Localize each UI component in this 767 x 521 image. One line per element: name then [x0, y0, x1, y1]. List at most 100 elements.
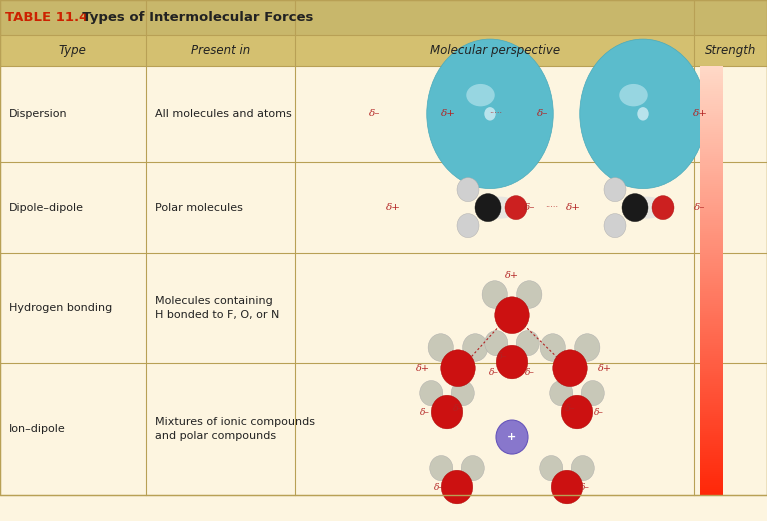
Bar — [700, 233, 723, 235]
Bar — [700, 319, 723, 321]
Text: δ–: δ– — [537, 109, 548, 118]
Bar — [700, 68, 723, 70]
Bar — [700, 113, 723, 115]
Bar — [700, 216, 723, 218]
Bar — [700, 89, 723, 92]
Text: Polar molecules: Polar molecules — [155, 203, 243, 213]
Bar — [700, 347, 723, 350]
Bar — [700, 334, 723, 337]
Bar — [700, 452, 723, 455]
Text: Types of Intermolecular Forces: Types of Intermolecular Forces — [73, 11, 313, 24]
Bar — [700, 98, 723, 100]
Bar — [700, 79, 723, 81]
Bar — [700, 371, 723, 373]
Bar — [700, 431, 723, 433]
Bar — [700, 302, 723, 304]
Ellipse shape — [505, 195, 527, 220]
Bar — [700, 457, 723, 459]
Ellipse shape — [441, 350, 476, 387]
Bar — [700, 209, 723, 212]
Text: δ+: δ+ — [386, 203, 400, 212]
Text: Hydrogen bonding: Hydrogen bonding — [9, 303, 113, 313]
Bar — [700, 102, 723, 104]
Bar — [700, 158, 723, 160]
Bar — [700, 192, 723, 194]
Bar — [700, 229, 723, 231]
Bar — [700, 214, 723, 216]
Bar — [700, 364, 723, 366]
Bar — [700, 295, 723, 298]
Bar — [700, 332, 723, 334]
Bar — [700, 308, 723, 311]
Bar — [700, 407, 723, 410]
Ellipse shape — [604, 178, 626, 202]
Text: All molecules and atoms: All molecules and atoms — [155, 109, 291, 119]
Ellipse shape — [561, 395, 593, 429]
Text: δ+: δ+ — [598, 364, 612, 373]
Bar — [700, 399, 723, 401]
Bar — [700, 96, 723, 98]
Text: ·····: ····· — [545, 203, 558, 212]
Bar — [700, 100, 723, 102]
Ellipse shape — [457, 214, 479, 238]
Bar — [700, 167, 723, 169]
Bar — [700, 115, 723, 117]
Bar — [700, 109, 723, 111]
Ellipse shape — [451, 380, 474, 406]
Bar — [700, 150, 723, 152]
Text: Molecular perspective: Molecular perspective — [430, 44, 560, 57]
Text: δ–: δ– — [369, 109, 380, 118]
Bar — [700, 459, 723, 461]
Bar — [700, 278, 723, 280]
Bar — [700, 478, 723, 480]
Bar — [700, 345, 723, 347]
Bar — [700, 313, 723, 315]
Bar — [700, 169, 723, 171]
Text: δ–: δ– — [489, 367, 499, 377]
Ellipse shape — [426, 39, 553, 189]
Text: Mixtures of ionic compounds
and polar compounds: Mixtures of ionic compounds and polar co… — [155, 417, 315, 441]
Text: δ–: δ– — [525, 367, 535, 377]
Text: δ–: δ– — [434, 482, 444, 491]
Bar — [700, 253, 723, 255]
Bar — [700, 315, 723, 317]
Ellipse shape — [637, 107, 649, 120]
Text: Molecules containing
H bonded to F, O, or N: Molecules containing H bonded to F, O, o… — [155, 296, 279, 320]
Bar — [700, 405, 723, 407]
Bar — [700, 218, 723, 220]
Bar — [700, 163, 723, 165]
Bar — [700, 244, 723, 246]
Ellipse shape — [484, 107, 495, 120]
Bar — [700, 461, 723, 463]
Bar — [700, 390, 723, 392]
Ellipse shape — [551, 470, 583, 504]
Bar — [700, 425, 723, 427]
Bar — [700, 383, 723, 386]
Bar — [700, 362, 723, 364]
Bar — [700, 375, 723, 377]
Bar — [700, 493, 723, 495]
Text: δ–: δ– — [525, 203, 536, 212]
Bar — [700, 396, 723, 399]
Bar — [700, 180, 723, 182]
Bar — [700, 341, 723, 343]
Bar — [700, 311, 723, 313]
Bar — [700, 369, 723, 371]
Bar — [700, 467, 723, 470]
Bar — [700, 171, 723, 173]
Bar — [700, 388, 723, 390]
Bar — [700, 381, 723, 383]
Bar — [700, 418, 723, 420]
Ellipse shape — [475, 194, 501, 221]
Text: Ion–dipole: Ion–dipole — [9, 424, 66, 434]
Bar — [700, 160, 723, 163]
Bar — [700, 117, 723, 119]
Bar — [700, 111, 723, 113]
Bar — [700, 343, 723, 345]
Bar — [700, 293, 723, 295]
Bar — [700, 427, 723, 429]
Bar — [700, 259, 723, 261]
Bar — [700, 104, 723, 106]
Ellipse shape — [619, 84, 648, 106]
Bar — [700, 446, 723, 448]
